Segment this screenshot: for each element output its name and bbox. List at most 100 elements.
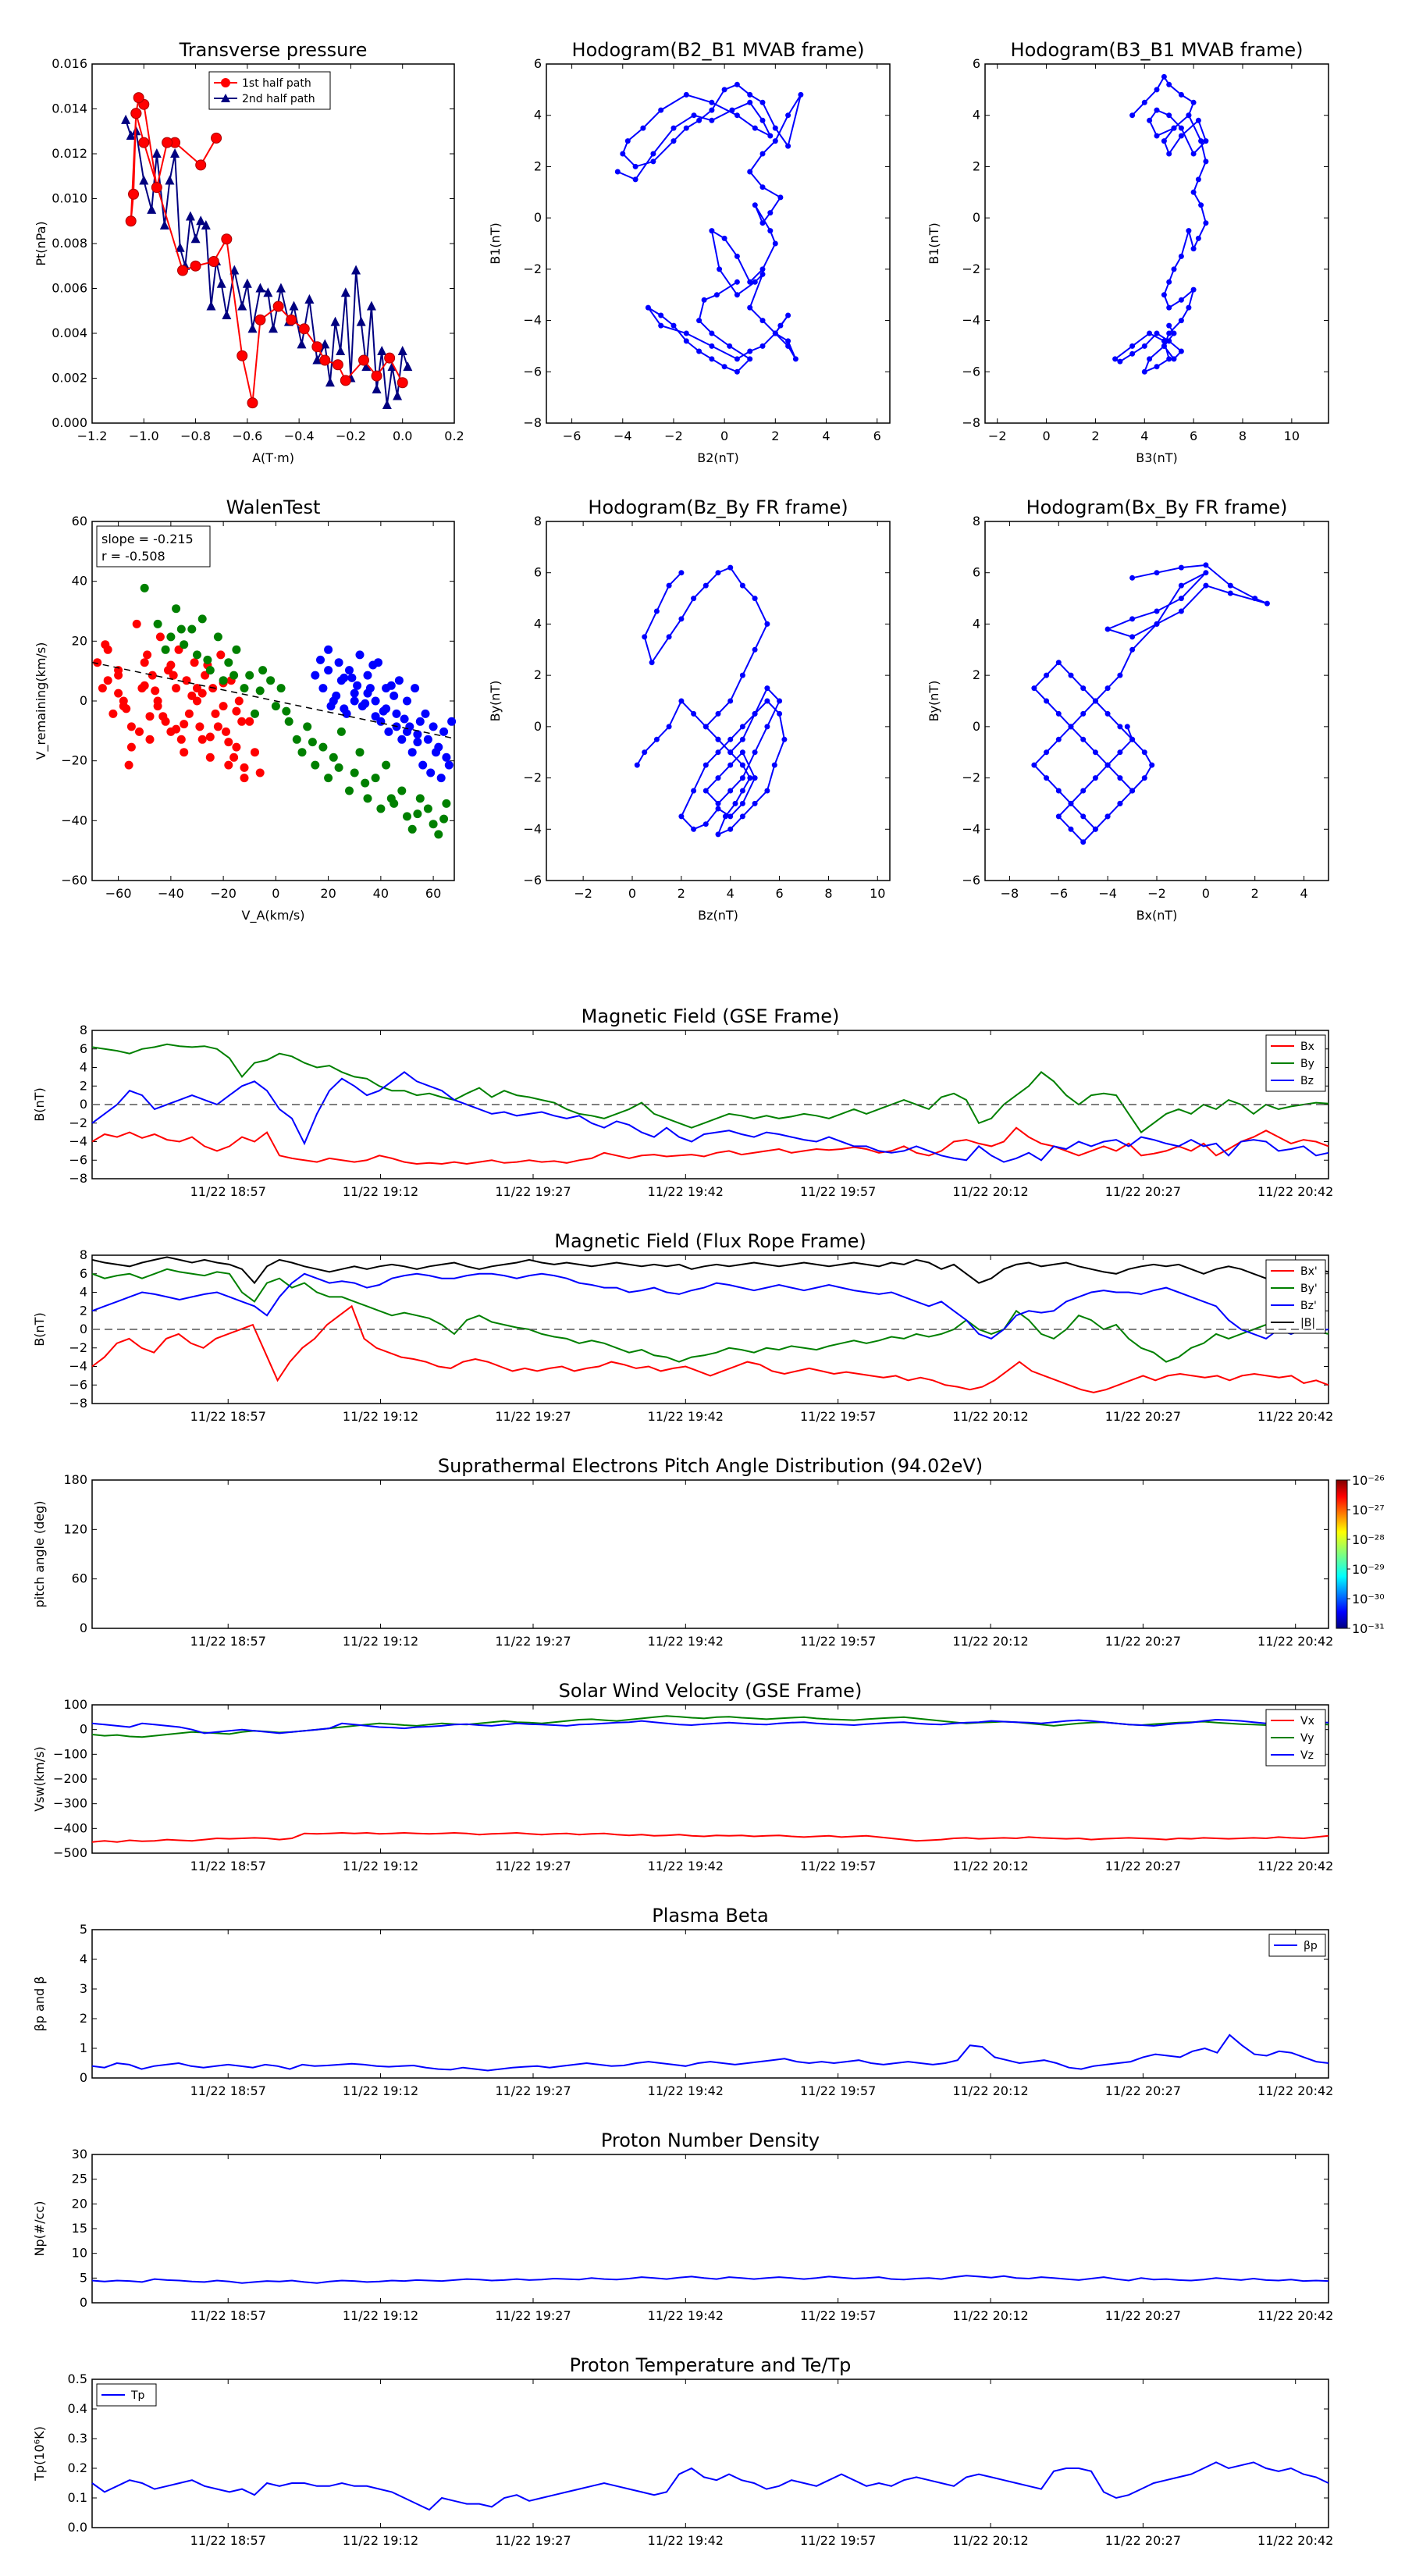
walen-point-0 — [140, 658, 149, 667]
h2-point — [1154, 107, 1160, 113]
tp-legend-box — [96, 2383, 157, 2407]
h3-point — [715, 570, 721, 576]
walen-point-2 — [386, 681, 396, 690]
h1-point — [683, 91, 689, 98]
h4-xlabel: Bx(nT) — [1136, 908, 1178, 923]
walen-point-1 — [240, 684, 249, 693]
vsw-xtick-label: 11/22 19:42 — [648, 1859, 724, 1873]
h3-point — [666, 582, 672, 589]
pt-2nd-half-marker — [340, 287, 350, 297]
mag-fr-xtick-label: 11/22 20:27 — [1105, 1409, 1181, 1424]
h3-point — [727, 564, 734, 571]
walen-point-0 — [180, 720, 189, 729]
tp-xtick-label: 11/22 20:12 — [952, 2533, 1028, 2548]
walen-point-1 — [297, 748, 307, 757]
h4-ytick-label: 8 — [973, 514, 980, 528]
h4-point — [1055, 788, 1062, 794]
walen-point-2 — [423, 735, 432, 744]
walen-point-0 — [245, 717, 254, 726]
h3-ytick-label: −2 — [523, 770, 542, 785]
mag-fr-xtick-label: 11/22 19:12 — [343, 1409, 418, 1424]
pt-2nd-half-marker — [185, 211, 195, 221]
h2-point — [1186, 112, 1192, 119]
h2-point — [1141, 343, 1147, 349]
h4-ytick-label: 4 — [973, 616, 980, 631]
h1-ylabel: B1(nT) — [488, 222, 503, 265]
h2-point — [1178, 297, 1184, 303]
mag-fr-xtick-label: 11/22 19:27 — [495, 1409, 571, 1424]
h4-point — [1117, 800, 1123, 806]
np-xtick-label: 11/22 19:12 — [343, 2308, 418, 2323]
np-xtick-label: 11/22 19:42 — [648, 2308, 724, 2323]
h2-point — [1147, 356, 1153, 362]
beta-ytick-label: 2 — [80, 2011, 87, 2026]
pad-xtick-label: 11/22 20:42 — [1257, 1634, 1333, 1649]
mag-fr-series-2 — [91, 1272, 1329, 1340]
h4-ytick-label: 2 — [973, 667, 980, 682]
walen-xtick-label: 0 — [272, 886, 279, 901]
h4-point — [1104, 626, 1111, 632]
h1-point — [709, 330, 715, 336]
walen-xtick-label: 60 — [425, 886, 441, 901]
h2-point — [1166, 151, 1172, 157]
h1-point — [650, 151, 656, 157]
mag-fr-legend-label-2: Bz' — [1300, 1300, 1317, 1312]
pad-xtick-label: 11/22 19:27 — [495, 1634, 571, 1649]
walen-point-2 — [411, 684, 420, 693]
h1-point — [759, 117, 766, 123]
h3-point — [678, 570, 685, 576]
walen-fit-line — [91, 661, 455, 739]
walen-point-1 — [371, 774, 380, 783]
beta-ytick-label: 5 — [80, 1922, 87, 1937]
h2-point — [1198, 202, 1204, 208]
walen-point-2 — [347, 673, 357, 682]
h1-point — [767, 228, 774, 234]
pt-2nd-half-marker — [139, 175, 149, 185]
pad-frame — [91, 1479, 1329, 1629]
h4-point — [1129, 788, 1136, 794]
mag-gse-xtick-label: 11/22 19:42 — [648, 1184, 724, 1199]
walen-point-0 — [114, 666, 123, 675]
h1-ytick-label: −8 — [523, 415, 542, 430]
walen-point-1 — [266, 676, 276, 685]
h4-point — [1141, 775, 1147, 781]
h2-point — [1147, 330, 1153, 336]
walen-point-0 — [148, 671, 157, 680]
h2-point — [1203, 220, 1209, 226]
np-xtick-label: 11/22 20:12 — [952, 2308, 1028, 2323]
h2-xtick-label: 4 — [1140, 429, 1148, 443]
walen-point-2 — [403, 696, 411, 706]
h1-point — [734, 81, 740, 87]
vsw-series-2 — [91, 1718, 1329, 1735]
h3-point — [715, 710, 721, 717]
vsw-title: Solar Wind Velocity (GSE Frame) — [559, 1680, 863, 1702]
walen-point-2 — [426, 768, 436, 777]
np-xtick-label: 11/22 19:57 — [800, 2308, 876, 2323]
walen-point-0 — [232, 742, 241, 752]
pt-xtick-label: −0.2 — [336, 429, 366, 443]
h3-xtick-label: 2 — [678, 886, 685, 901]
walen-point-1 — [176, 624, 186, 634]
h3-point — [739, 749, 745, 756]
walen-point-1 — [324, 774, 333, 783]
h2-point — [1186, 228, 1192, 234]
pt-2nd-half-marker — [190, 233, 201, 244]
h2-xlabel: B3(nT) — [1136, 450, 1178, 465]
h2-point — [1195, 235, 1201, 241]
pt-xtick-label: 0.2 — [444, 429, 464, 443]
h2-point — [1129, 343, 1136, 349]
pad-title: Suprathermal Electrons Pitch Angle Distr… — [438, 1455, 983, 1477]
h3-point — [739, 800, 745, 806]
walen-point-2 — [413, 738, 422, 747]
h1-point — [632, 176, 638, 183]
h2-ytick-label: −4 — [962, 313, 980, 328]
walen-point-1 — [193, 650, 201, 660]
h4-point — [1203, 570, 1209, 576]
h1-point — [721, 87, 727, 93]
walen-point-1 — [334, 763, 343, 772]
walen-point-1 — [318, 742, 328, 752]
h3-point — [752, 749, 758, 756]
beta-series-0 — [91, 2033, 1329, 2072]
walen-point-2 — [371, 696, 380, 706]
walen-point-2 — [434, 742, 443, 752]
